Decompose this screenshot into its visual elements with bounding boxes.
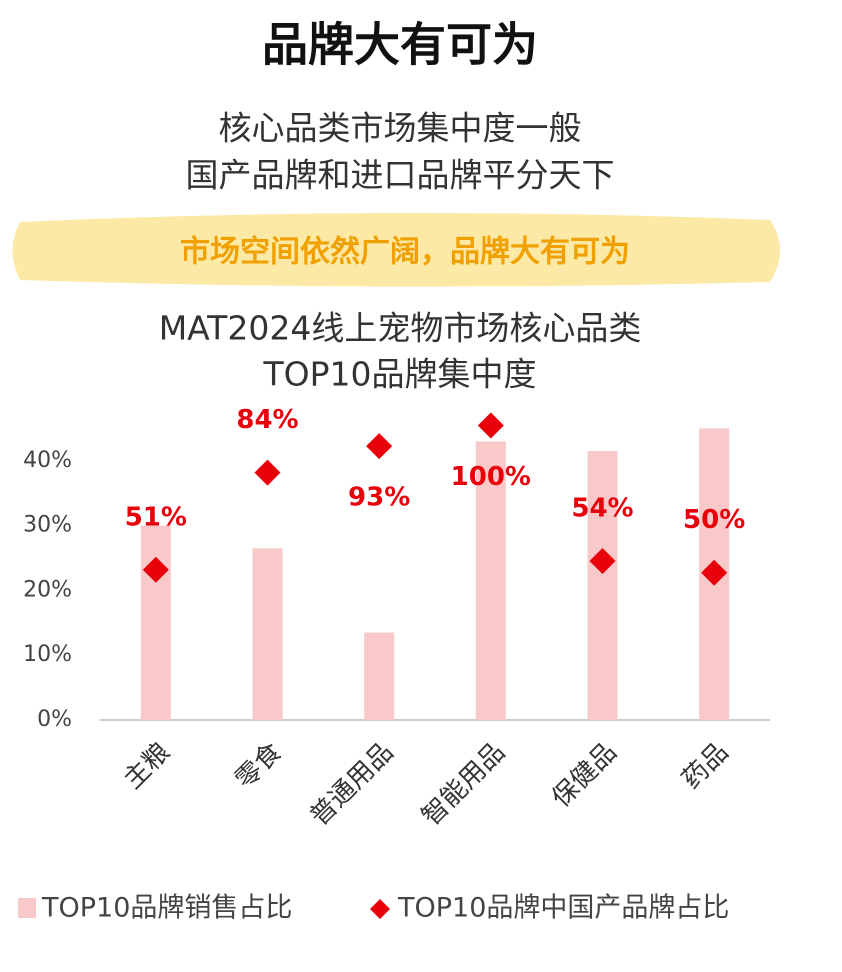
bar (252, 548, 283, 720)
chart-title: TOP10品牌集中度 (262, 355, 536, 394)
bar (364, 632, 395, 720)
bar (587, 451, 618, 720)
subtitle: 核心品类市场集中度一般 (219, 109, 582, 148)
x-tick-label: 药品 (676, 737, 734, 795)
y-tick-label: 20% (23, 577, 72, 602)
chart-title: MAT2024线上宠物市场核心品类 (159, 309, 642, 348)
diamond (254, 459, 281, 486)
diamond (366, 433, 393, 460)
subtitle: 国产品牌和进口品牌平分天下 (186, 156, 615, 195)
y-tick-label: 30% (23, 513, 72, 538)
legend-swatch (370, 899, 390, 919)
x-tick-label: 主粮 (118, 737, 176, 795)
x-tick-label: 零食 (230, 737, 288, 795)
y-tick-label: 40% (23, 448, 72, 473)
highlight-text: 市场空间依然广阔，品牌大有可为 (180, 235, 630, 270)
y-tick-label: 10% (23, 642, 72, 667)
diamond (142, 556, 169, 583)
data-label: 51% (125, 502, 187, 532)
x-tick-label: 普通用品 (305, 737, 400, 832)
y-tick-label: 0% (37, 707, 72, 732)
diamond (701, 559, 728, 586)
legend-label: TOP10品牌销售占比 (41, 893, 292, 924)
data-label: 54% (571, 493, 633, 523)
x-tick-label: 保健品 (546, 737, 622, 813)
data-label: 50% (683, 505, 745, 535)
data-label: 84% (236, 405, 298, 435)
diamond (477, 412, 504, 439)
data-label: 100% (451, 462, 531, 492)
page-title: 品牌大有可为 (262, 18, 538, 72)
x-tick-label: 智能用品 (416, 737, 511, 832)
bar (475, 441, 506, 720)
diamond (589, 547, 616, 574)
data-label: 93% (348, 483, 410, 513)
legend-swatch (18, 898, 36, 918)
legend-label: TOP10品牌中国产品牌占比 (397, 893, 729, 924)
bar (140, 525, 171, 720)
highlight-band (12, 212, 780, 287)
